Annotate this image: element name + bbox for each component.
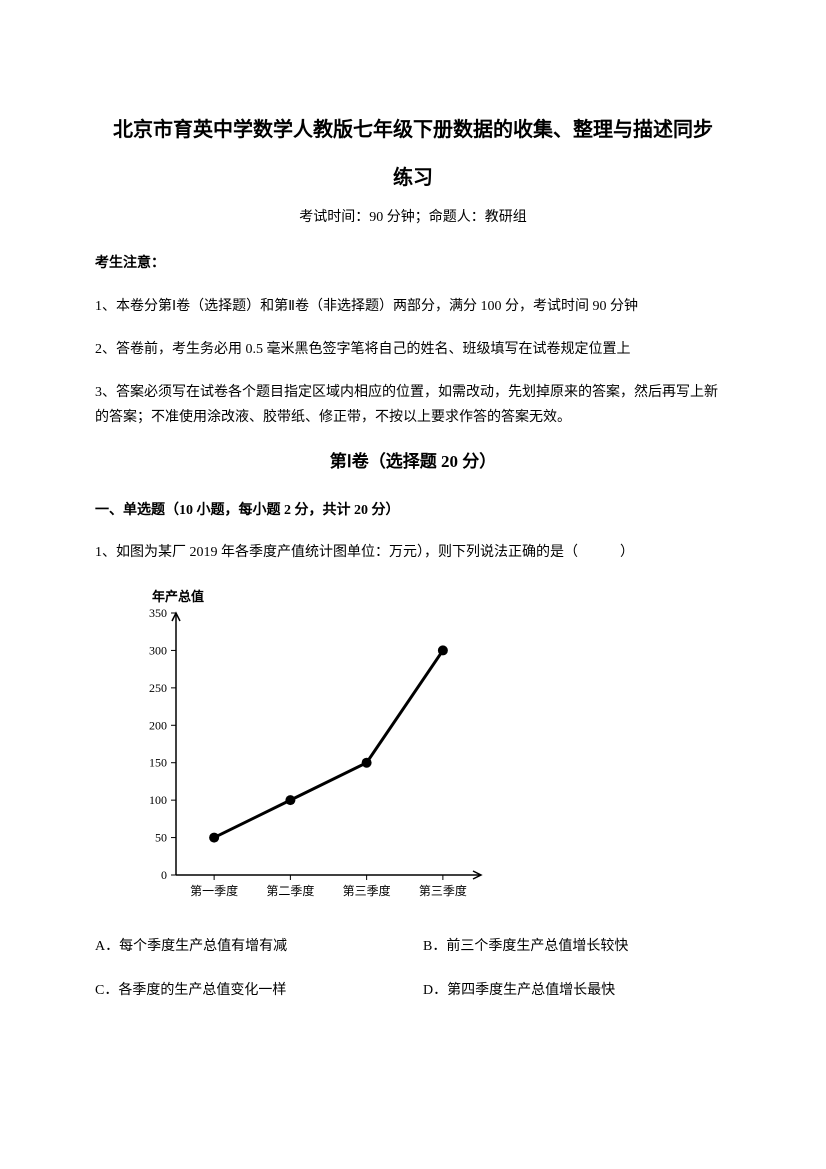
svg-text:第二季度: 第二季度 [266, 883, 314, 898]
doc-title-line1: 北京市育英中学数学人教版七年级下册数据的收集、整理与描述同步 [95, 110, 731, 150]
svg-text:100: 100 [149, 793, 167, 807]
svg-text:0: 0 [161, 868, 167, 882]
line-chart: 年产总值 0 50 100 150 200 250 300 350 第一季度 第二季度 第三季度 第三季… [121, 583, 501, 913]
option-a: A．每个季度生产总值有增有减 [95, 935, 403, 959]
svg-text:第一季度: 第一季度 [190, 883, 238, 898]
question-1-text: 1、如图为某厂 2019 年各季度产值统计图单位：万元），则下列说法正确的是（ … [95, 541, 731, 565]
doc-subtitle: 考试时间：90 分钟；命题人：教研组 [95, 206, 731, 230]
option-d: D．第四季度生产总值增长最快 [423, 979, 731, 1003]
option-b: B．前三个季度生产总值增长较快 [423, 935, 731, 959]
notice-item-1: 1、本卷分第Ⅰ卷（选择题）和第Ⅱ卷（非选择题）两部分，满分 100 分，考试时间… [95, 294, 731, 319]
svg-text:第三季度: 第三季度 [419, 883, 467, 898]
option-c: C．各季度的生产总值变化一样 [95, 979, 403, 1003]
svg-text:年产总值: 年产总值 [152, 589, 204, 604]
svg-text:150: 150 [149, 756, 167, 770]
chart-container: 年产总值 0 50 100 150 200 250 300 350 第一季度 第二季度 第三季度 第三季… [121, 583, 731, 913]
notice-item-3: 3、答案必须写在试卷各个题目指定区域内相应的位置，如需改动，先划掉原来的答案，然… [95, 380, 731, 430]
svg-text:300: 300 [149, 643, 167, 657]
question-1-options: A．每个季度生产总值有增有减 B．前三个季度生产总值增长较快 C．各季度的生产总… [95, 935, 731, 1003]
section-heading: 第Ⅰ卷（选择题 20 分） [95, 448, 731, 477]
svg-text:第三季度: 第三季度 [343, 883, 391, 898]
svg-text:350: 350 [149, 606, 167, 620]
subsection-heading: 一、单选题（10 小题，每小题 2 分，共计 20 分） [95, 499, 731, 523]
svg-text:250: 250 [149, 681, 167, 695]
notice-item-2: 2、答卷前，考生务必用 0.5 毫米黑色签字笔将自己的姓名、班级填写在试卷规定位… [95, 337, 731, 362]
notice-heading: 考生注意： [95, 252, 731, 276]
svg-text:200: 200 [149, 718, 167, 732]
svg-text:50: 50 [155, 830, 167, 844]
doc-title-line2: 练习 [95, 158, 731, 198]
